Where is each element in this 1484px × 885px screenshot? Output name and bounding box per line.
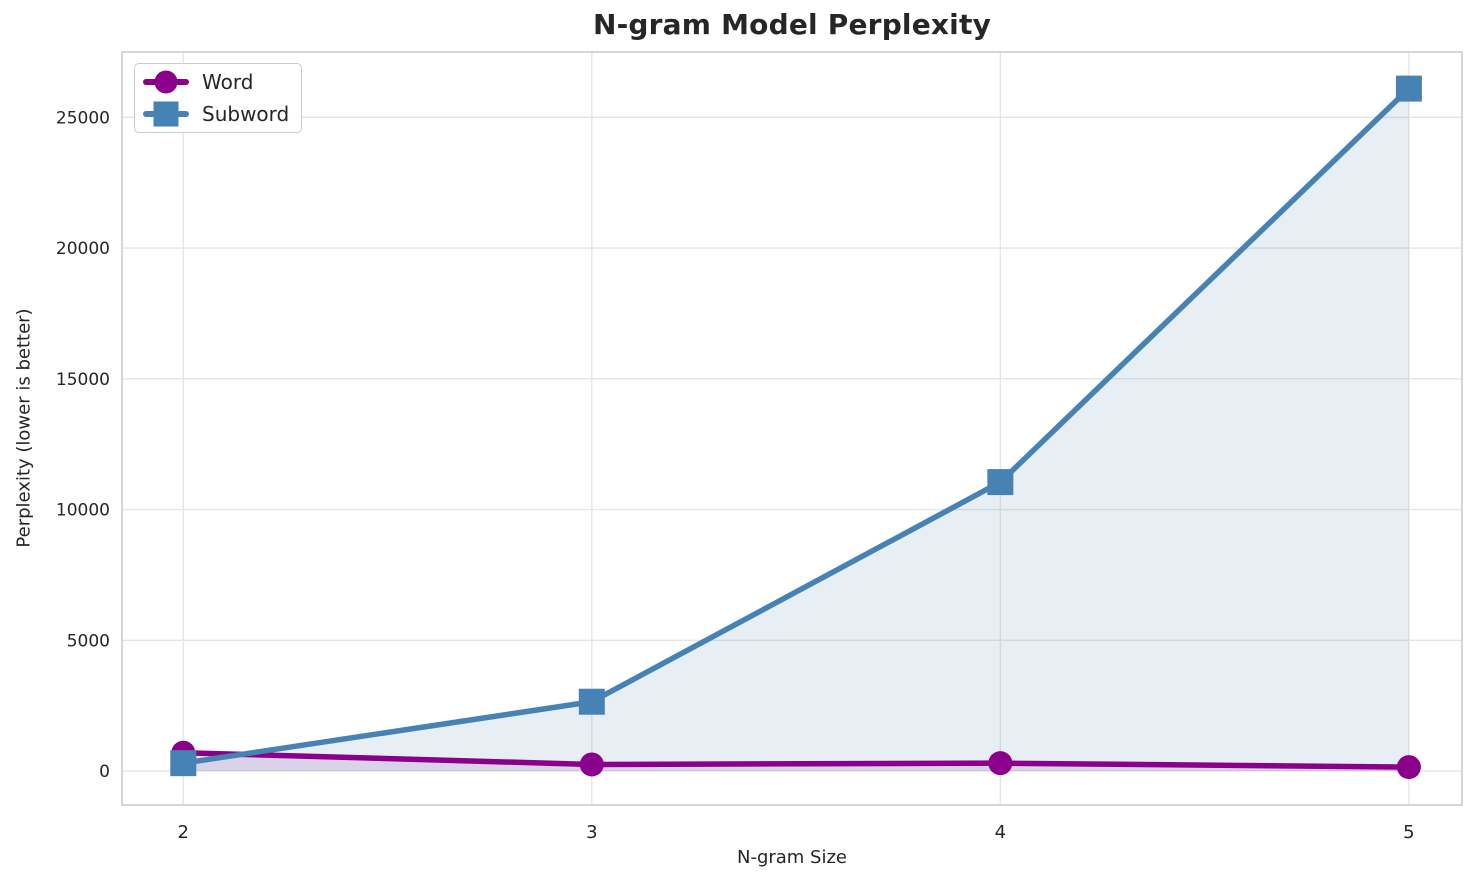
data-point-subword-2 <box>170 750 197 777</box>
x-tick-label: 2 <box>178 822 189 843</box>
legend-label-subword: Subword <box>202 102 290 127</box>
chart-title: N-gram Model Perplexity <box>592 8 992 41</box>
legend-item-word: Word <box>143 67 301 97</box>
y-tick-label: 20000 <box>56 239 110 259</box>
legend: Word Subword <box>134 63 302 133</box>
word-circle-icon <box>154 70 178 94</box>
y-tick-label: 25000 <box>56 108 110 128</box>
legend-label-word: Word <box>202 69 254 94</box>
subword-legend-marker <box>143 100 189 128</box>
x-tick-label: 4 <box>995 822 1006 843</box>
legend-item-subword: Subword <box>143 99 301 129</box>
data-point-word-5 <box>1396 755 1421 780</box>
plot-border <box>121 51 1463 806</box>
x-tick-label: 5 <box>1403 822 1414 843</box>
subword-square-icon <box>153 101 179 127</box>
data-point-word-4 <box>988 751 1013 776</box>
series-line-word <box>180 749 1412 770</box>
y-axis-label: Perplexity (lower is better) <box>13 308 35 548</box>
y-tick-label: 10000 <box>56 501 110 521</box>
series-line-subword <box>180 85 1412 766</box>
data-point-subword-5 <box>1395 75 1422 102</box>
series-area-subword <box>183 88 1409 772</box>
word-legend-marker <box>143 68 189 96</box>
x-tick-label: 3 <box>586 822 597 843</box>
y-tick-label: 5000 <box>67 631 110 651</box>
x-axis-label: N-gram Size <box>736 847 848 868</box>
data-point-subword-4 <box>987 469 1014 496</box>
y-tick-label: 0 <box>99 762 110 782</box>
data-point-word-3 <box>579 752 604 777</box>
data-point-subword-3 <box>578 688 605 715</box>
y-tick-label: 15000 <box>56 370 110 390</box>
